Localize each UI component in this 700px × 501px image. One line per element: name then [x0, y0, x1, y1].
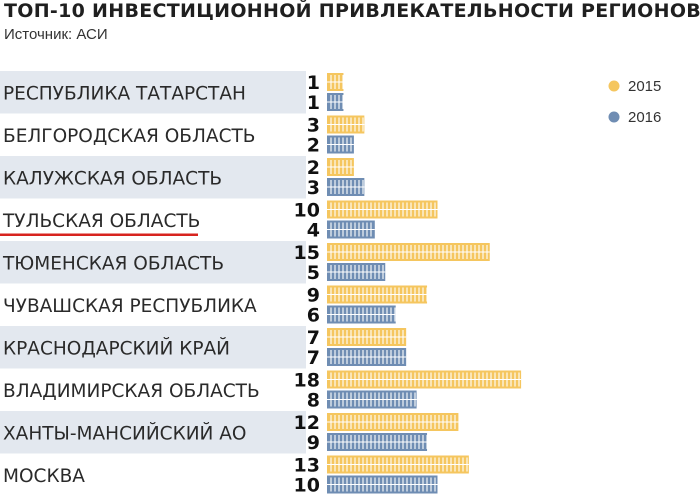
value-label: 8	[307, 390, 320, 412]
region-label: ВЛАДИМИРСКАЯ ОБЛАСТЬ	[3, 381, 260, 402]
region-label: КРАСНОДАРСКИЙ КРАЙ	[3, 337, 230, 359]
label-band	[0, 241, 306, 284]
value-label: 6	[307, 305, 320, 327]
label-band	[0, 156, 306, 199]
label-band	[0, 411, 306, 454]
chart-subtitle: Источник: АСИ	[4, 26, 108, 43]
value-label: 9	[307, 432, 320, 454]
value-label: 12	[294, 412, 320, 434]
region-label: ТУЛЬСКАЯ ОБЛАСТЬ	[2, 211, 200, 232]
legend-label-2016: 2016	[628, 109, 661, 126]
value-label: 3	[307, 115, 320, 137]
region-label: ЧУВАШСКАЯ РЕСПУБЛИКА	[3, 296, 257, 317]
legend-marker-2016	[608, 111, 620, 123]
label-band	[0, 326, 306, 369]
value-label: 5	[307, 262, 320, 284]
region-label: РЕСПУБЛИКА ТАТАРСТАН	[3, 83, 246, 104]
legend-label-2015: 2015	[628, 78, 661, 95]
region-label: ХАНТЫ-МАНСИЙСКИЙ АО	[3, 422, 247, 444]
legend-marker-2015	[608, 80, 620, 92]
region-label: ТЮМЕНСКАЯ ОБЛАСТЬ	[2, 253, 224, 274]
value-label: 10	[294, 475, 320, 497]
value-label: 2	[307, 157, 320, 179]
value-label: 7	[307, 347, 320, 369]
region-label: МОСКВА	[3, 466, 85, 487]
value-label: 15	[294, 242, 320, 264]
value-label: 10	[294, 200, 320, 222]
value-label: 13	[294, 455, 320, 477]
value-label: 18	[294, 370, 320, 392]
label-band	[0, 71, 306, 114]
value-label: 3	[307, 177, 320, 199]
region-label: БЕЛГОРОДСКАЯ ОБЛАСТЬ	[3, 126, 255, 147]
value-label: 7	[307, 327, 320, 349]
value-label: 1	[307, 72, 320, 94]
value-label: 9	[307, 285, 320, 307]
chart-title: ТОП-10 ИНВЕСТИЦИОННОЙ ПРИВЛЕКАТЕЛЬНОСТИ …	[4, 0, 700, 22]
value-label: 1	[307, 92, 320, 114]
region-label: КАЛУЖСКАЯ ОБЛАСТЬ	[3, 168, 222, 189]
value-label: 2	[307, 135, 320, 157]
value-label: 4	[307, 220, 320, 242]
